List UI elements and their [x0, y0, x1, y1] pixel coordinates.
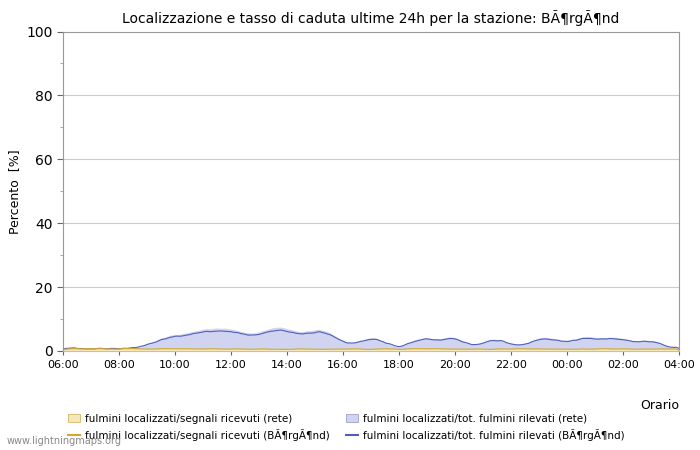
Title: Localizzazione e tasso di caduta ultime 24h per la stazione: BÃ¶rgÃ¶nd: Localizzazione e tasso di caduta ultime … [122, 10, 620, 26]
Y-axis label: Percento  [%]: Percento [%] [8, 149, 21, 234]
Text: Orario: Orario [640, 399, 679, 412]
Legend: fulmini localizzati/segnali ricevuti (rete), fulmini localizzati/segnali ricevut: fulmini localizzati/segnali ricevuti (re… [68, 414, 625, 441]
Text: www.lightningmaps.org: www.lightningmaps.org [7, 436, 122, 446]
